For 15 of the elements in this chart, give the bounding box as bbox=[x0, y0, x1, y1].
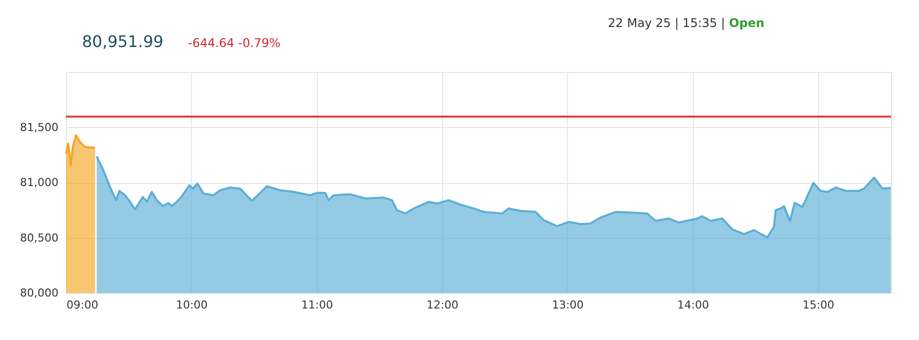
x-tick-label: 15:00 bbox=[802, 298, 834, 312]
text: Open bbox=[729, 16, 764, 30]
x-tick-label: 13:00 bbox=[552, 298, 584, 312]
x-tick-label: 11:00 bbox=[301, 298, 333, 312]
x-tick-label: 10:00 bbox=[176, 298, 208, 312]
y-tick-label: 81,500 bbox=[20, 120, 58, 134]
y-tick-label: 80,500 bbox=[20, 231, 58, 244]
x-tick-label: 09:00 bbox=[66, 298, 98, 312]
y-tick-label: 80,000 bbox=[20, 286, 58, 300]
chart-title: 80,951.99 bbox=[82, 32, 164, 51]
chart-subtitle: -644.64 -0.79% bbox=[188, 36, 281, 50]
x-tick-label: 14:00 bbox=[677, 298, 709, 312]
y-tick-label: 81,000 bbox=[20, 176, 58, 189]
x-tick-label: 12:00 bbox=[426, 298, 458, 312]
text: 22 May 25 | 15:35 | bbox=[608, 16, 725, 30]
